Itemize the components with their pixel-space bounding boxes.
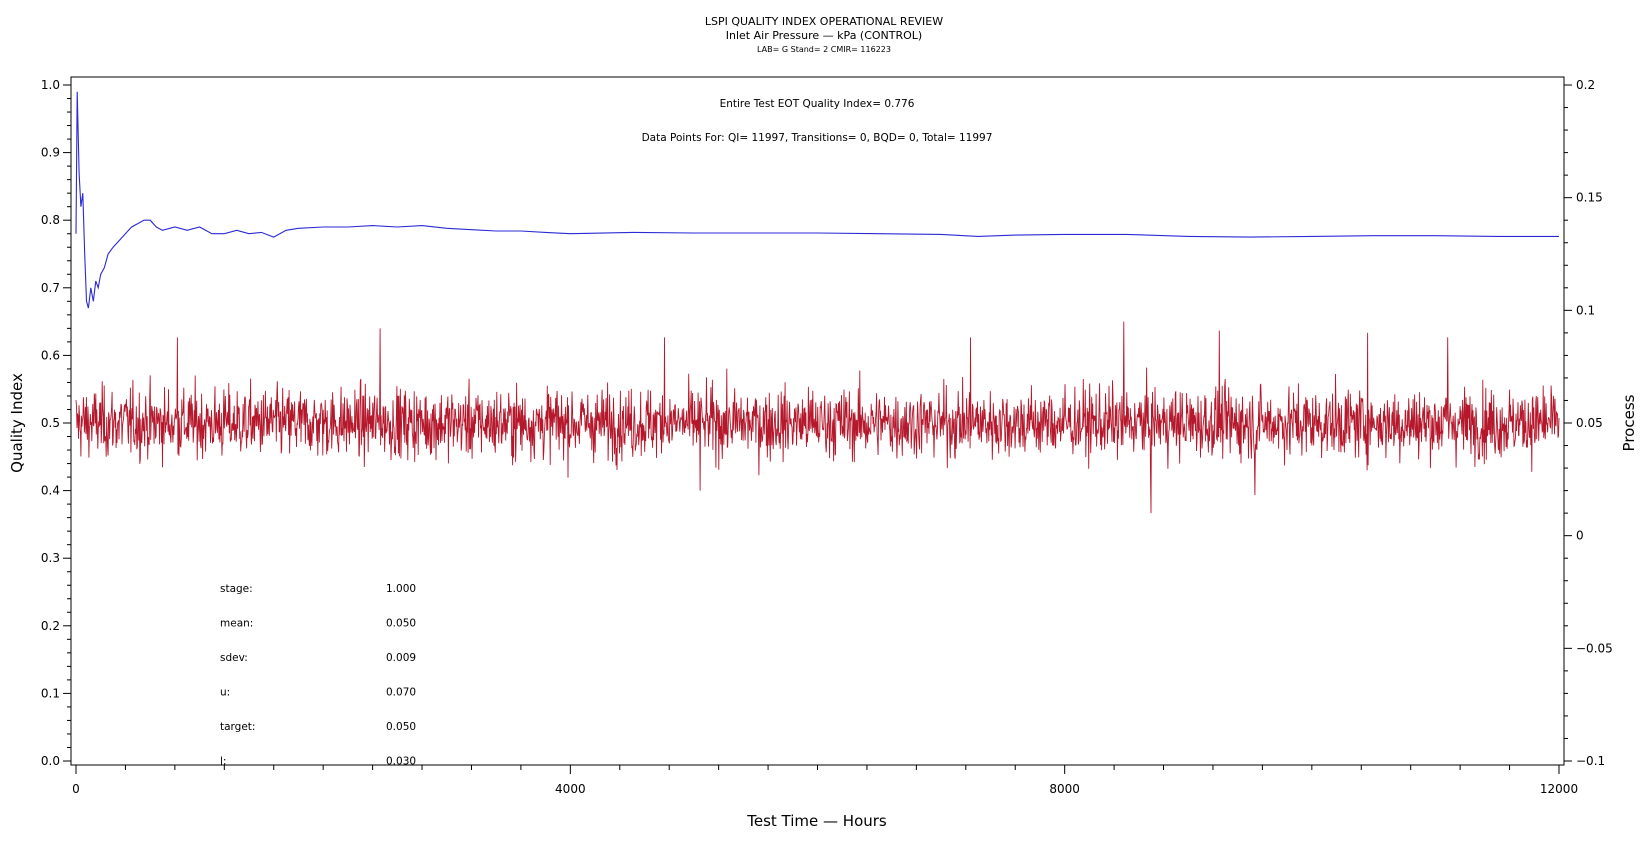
x-tick-label: 8000 <box>1049 782 1080 796</box>
stats-block: stage: 1.000 mean: 0.050 sdev: 0.009 u: 0.070 ta… <box>220 583 416 768</box>
y2-axis-label: Process <box>1620 394 1638 451</box>
y-tick-label: 0.5 <box>41 416 60 430</box>
y-tick-label: 0.3 <box>41 551 60 565</box>
quality-index-line <box>75 91 1559 309</box>
y-tick-label: 0.0 <box>41 754 60 768</box>
stat-label: sdev: <box>220 652 248 664</box>
stat-value: 0.050 <box>386 721 416 733</box>
quality-index-series <box>75 91 1559 309</box>
stat-value: 1.000 <box>386 583 416 595</box>
x-tick-label: 12000 <box>1540 782 1578 796</box>
stat-label: mean: <box>220 618 253 630</box>
chart-subtitle-lab: LAB= G Stand= 2 CMIR= 116223 <box>757 45 891 54</box>
stat-value: 0.009 <box>386 652 416 664</box>
y-tick-label: 0.6 <box>41 348 60 362</box>
stat-value: 0.030 <box>386 756 416 768</box>
y-tick-label: 0.4 <box>41 484 60 498</box>
y-tick-label: 0.9 <box>41 146 60 160</box>
x-tick-label: 0 <box>72 782 80 796</box>
stat-label: target: <box>220 721 255 733</box>
y2-tick-label: 0.2 <box>1576 78 1595 92</box>
chart-subtitle: Inlet Air Pressure — kPa (CONTROL) <box>726 29 922 42</box>
y-axis-label: Quality Index <box>8 373 26 473</box>
eot-quality-annotation: Entire Test EOT Quality Index= 0.776 <box>720 98 915 110</box>
stat-label: l: <box>220 756 226 768</box>
chart-title: LSPI QUALITY INDEX OPERATIONAL REVIEW <box>705 15 943 28</box>
y2-tick-label: 0.15 <box>1576 191 1603 205</box>
y-axis-left: 0.0 0.1 0.2 0.3 0.4 0.5 0.6 0.7 0.8 0.9 1.0 <box>41 78 71 768</box>
data-points-annotation: Data Points For: QI= 11997, Transitions=… <box>642 132 993 144</box>
y2-tick-label: −0.05 <box>1576 641 1613 655</box>
stat-value: 0.070 <box>386 687 416 699</box>
stat-label: stage: <box>220 583 253 595</box>
process-series <box>75 321 1560 514</box>
x-axis: 0 4000 8000 12000 <box>72 765 1578 796</box>
y-axis-right: −0.1 −0.05 0 0.05 0.1 0.15 0.2 <box>1564 78 1613 768</box>
y2-tick-label: 0.1 <box>1576 303 1595 317</box>
y2-tick-label: 0 <box>1576 529 1584 543</box>
y2-tick-label: 0.05 <box>1576 416 1603 430</box>
stat-label: u: <box>220 687 230 699</box>
x-tick-label: 4000 <box>555 782 586 796</box>
y-tick-label: 0.1 <box>41 686 60 700</box>
y-tick-label: 0.2 <box>41 619 60 633</box>
y2-tick-label: −0.1 <box>1576 754 1605 768</box>
y-tick-label: 0.8 <box>41 213 60 227</box>
x-axis-label: Test Time — Hours <box>746 812 887 830</box>
y-tick-label: 1.0 <box>41 78 60 92</box>
process-line <box>75 321 1560 514</box>
y-tick-label: 0.7 <box>41 281 60 295</box>
stat-value: 0.050 <box>386 618 416 630</box>
